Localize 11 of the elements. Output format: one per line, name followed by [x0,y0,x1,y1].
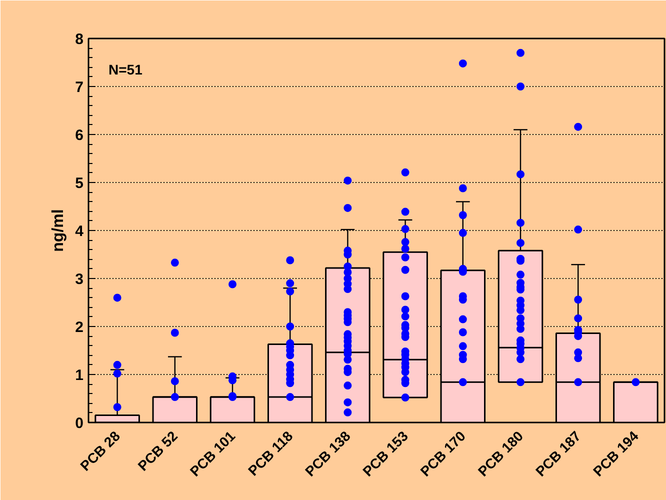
y-tick-label: 1 [75,367,84,384]
y-tick-label: 0 [75,415,84,432]
y-tick-label: 7 [75,79,84,96]
y-tick-label: 8 [75,31,84,48]
y-axis-title: ng/ml [50,209,68,252]
y-tick-label: 2 [75,319,84,336]
annotation: N=51 [108,62,143,78]
y-tick-label: 4 [75,223,84,240]
y-tick-label: 3 [75,271,84,288]
y-tick-label: 6 [75,127,84,144]
y-tick-label: 5 [75,175,84,192]
